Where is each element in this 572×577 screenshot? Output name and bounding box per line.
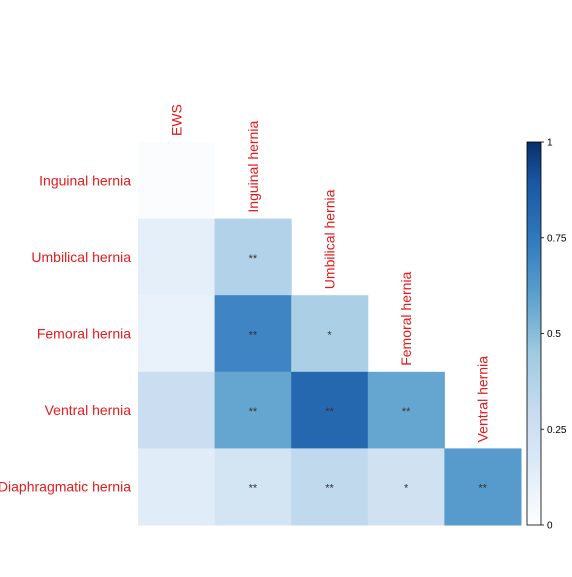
column-label: Umbilical hernia [322, 189, 338, 289]
colorbar-tick-label: 0.5 [547, 329, 561, 340]
colorbar: 0 0.25 0.5 0.75 1 [526, 138, 567, 532]
heatmap-cell [214, 371, 292, 449]
colorbar-gradient [526, 141, 542, 526]
colorbar-tick-label: 0.75 [547, 233, 567, 244]
row-label: Umbilical hernia [31, 249, 131, 265]
row-label: Diaphragmatic hernia [0, 479, 131, 495]
cells-layer [138, 142, 522, 526]
heatmap-cell [138, 142, 216, 220]
column-label: EWS [168, 104, 184, 136]
heatmap-cell [367, 371, 445, 449]
heatmap-cell [138, 448, 216, 526]
row-labels: Inguinal hernia Umbilical hernia Femoral h… [0, 172, 131, 494]
significance-layer: **** *** ** **** ** * ** [249, 253, 488, 495]
row-label: Inguinal hernia [39, 172, 131, 188]
significance-marker: ** [478, 483, 487, 495]
significance-marker: ** [325, 483, 334, 495]
significance-marker: ** [249, 406, 258, 418]
heatmap-cell [138, 295, 216, 373]
colorbar-tick-label: 0 [547, 521, 553, 532]
column-label: Inguinal hernia [245, 121, 261, 213]
heatmap-cell [444, 448, 522, 526]
heatmap-cell [138, 371, 216, 449]
heatmap-cell [214, 218, 292, 296]
column-labels: EWS Inguinal hernia Umbilical hernia Femora… [168, 104, 490, 442]
significance-marker: ** [249, 253, 258, 265]
heatmap-cell [291, 295, 369, 373]
row-label: Ventral hernia [45, 402, 132, 418]
heatmap-cell [214, 448, 292, 526]
colorbar-tick-label: 0.25 [547, 425, 567, 436]
significance-marker: ** [249, 330, 258, 342]
heatmap-cell [291, 371, 369, 449]
significance-marker: * [327, 330, 332, 342]
column-label: Ventral hernia [475, 356, 491, 443]
row-label: Femoral hernia [37, 326, 131, 342]
colorbar-tick-label: 1 [547, 138, 553, 149]
significance-marker: ** [402, 406, 411, 418]
significance-marker: * [404, 483, 409, 495]
heatmap-cell [214, 295, 292, 373]
heatmap-cell [138, 218, 216, 296]
heatmap-cell [367, 448, 445, 526]
significance-marker: ** [325, 406, 334, 418]
column-label: Femoral hernia [398, 271, 414, 365]
significance-marker: ** [249, 483, 258, 495]
heatmap-cell [291, 448, 369, 526]
